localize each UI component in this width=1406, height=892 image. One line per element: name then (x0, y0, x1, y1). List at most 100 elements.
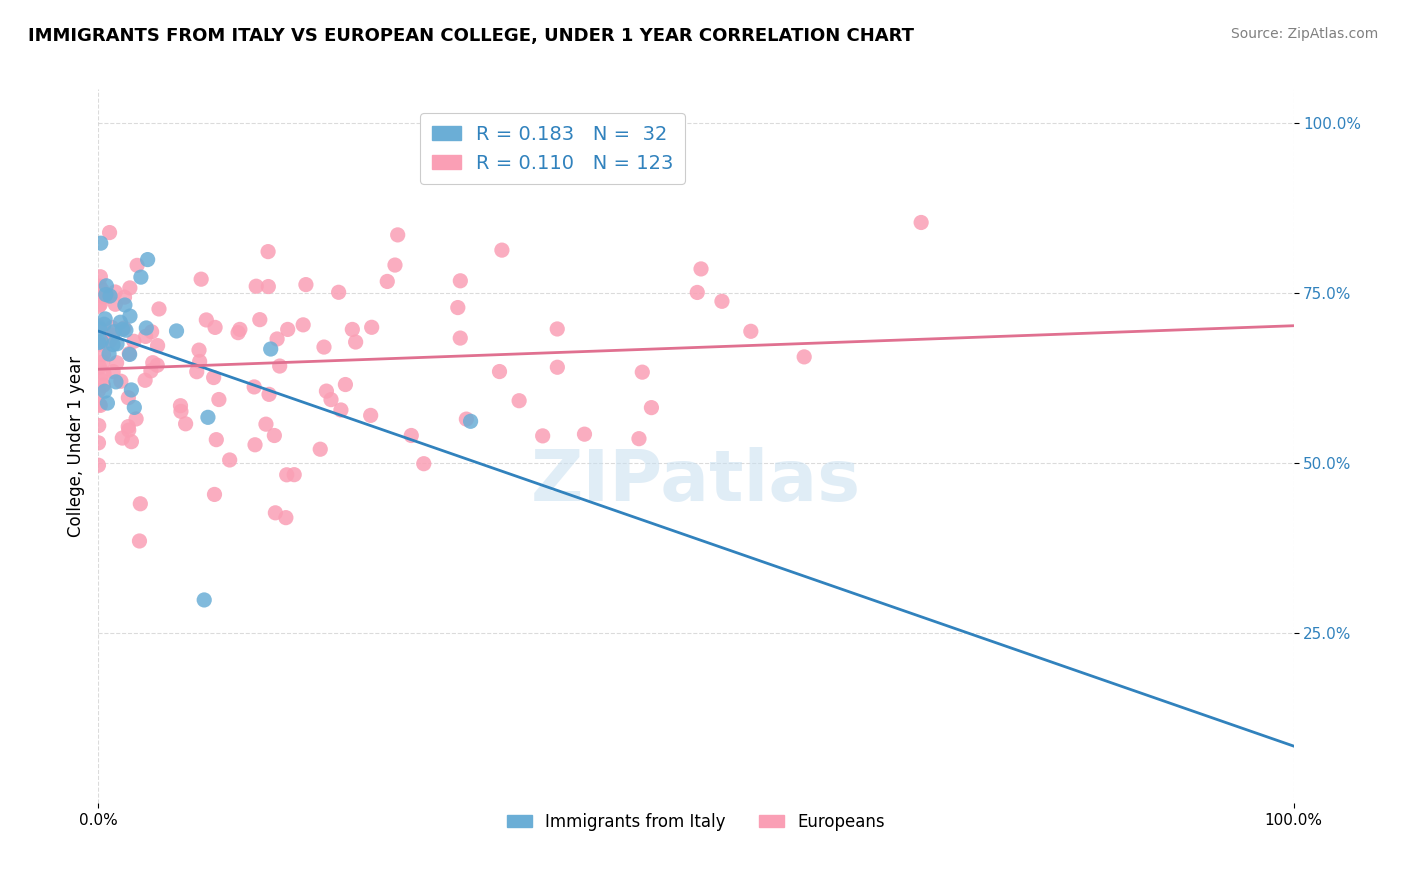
Europeans (387, 227, 409, 242)
Immigrants from Italy (124, 401, 146, 415)
Immigrants from Italy (98, 289, 121, 303)
Europeans (449, 274, 471, 288)
Text: ZIPatlas: ZIPatlas (531, 447, 860, 516)
Europeans (98, 226, 121, 240)
Europeans (205, 433, 228, 447)
Europeans (491, 243, 513, 257)
Immigrants from Italy (93, 384, 115, 399)
Europeans (266, 332, 288, 346)
Europeans (257, 244, 280, 259)
Europeans (218, 453, 240, 467)
Europeans (574, 427, 596, 442)
Europeans (686, 285, 709, 300)
Europeans (87, 384, 110, 398)
Immigrants from Italy (96, 278, 118, 293)
Europeans (690, 261, 713, 276)
Immigrants from Italy (104, 375, 127, 389)
Europeans (508, 393, 530, 408)
Immigrants from Italy (129, 270, 152, 285)
Europeans (135, 329, 157, 343)
Immigrants from Italy (460, 414, 482, 428)
Immigrants from Italy (197, 410, 219, 425)
Immigrants from Italy (118, 309, 141, 323)
Europeans (202, 370, 225, 384)
Europeans (97, 289, 120, 303)
Europeans (93, 367, 115, 381)
Europeans (93, 290, 115, 304)
Europeans (146, 358, 169, 372)
Europeans (243, 380, 266, 394)
Europeans (122, 334, 145, 349)
Text: IMMIGRANTS FROM ITALY VS EUROPEAN COLLEGE, UNDER 1 YEAR CORRELATION CHART: IMMIGRANTS FROM ITALY VS EUROPEAN COLLEG… (28, 27, 914, 45)
Europeans (101, 365, 124, 379)
Europeans (91, 283, 114, 297)
Europeans (276, 467, 298, 482)
Europeans (292, 318, 315, 332)
Europeans (257, 279, 280, 293)
Europeans (127, 258, 149, 272)
Europeans (249, 312, 271, 326)
Europeans (87, 397, 110, 411)
Immigrants from Italy (87, 335, 110, 350)
Europeans (90, 373, 112, 387)
Europeans (204, 487, 226, 501)
Europeans (204, 320, 226, 334)
Europeans (640, 401, 662, 415)
Europeans (104, 297, 127, 311)
Europeans (101, 320, 124, 334)
Europeans (319, 392, 342, 407)
Europeans (710, 294, 733, 309)
Europeans (229, 322, 252, 336)
Europeans (174, 417, 197, 431)
Europeans (148, 301, 170, 316)
Legend: Immigrants from Italy, Europeans: Immigrants from Italy, Europeans (501, 806, 891, 838)
Europeans (114, 290, 136, 304)
Immigrants from Italy (111, 322, 134, 336)
Europeans (100, 327, 122, 342)
Europeans (89, 269, 111, 284)
Europeans (344, 334, 367, 349)
Europeans (89, 360, 111, 375)
Europeans (269, 359, 291, 373)
Europeans (118, 346, 141, 360)
Immigrants from Italy (90, 236, 112, 251)
Europeans (129, 497, 152, 511)
Europeans (277, 322, 299, 336)
Europeans (449, 331, 471, 345)
Europeans (87, 418, 110, 433)
Europeans (87, 299, 110, 313)
Y-axis label: College, Under 1 year: College, Under 1 year (66, 355, 84, 537)
Immigrants from Italy (115, 323, 138, 337)
Europeans (195, 313, 218, 327)
Immigrants from Italy (120, 383, 142, 397)
Europeans (264, 506, 287, 520)
Europeans (118, 423, 141, 437)
Europeans (208, 392, 231, 407)
Europeans (117, 391, 139, 405)
Europeans (125, 412, 148, 426)
Europeans (546, 322, 568, 336)
Europeans (254, 417, 277, 432)
Europeans (98, 334, 121, 348)
Europeans (120, 434, 142, 449)
Europeans (329, 403, 352, 417)
Immigrants from Italy (98, 347, 121, 361)
Europeans (117, 419, 139, 434)
Immigrants from Italy (110, 315, 132, 329)
Europeans (910, 215, 932, 229)
Immigrants from Italy (90, 334, 112, 349)
Europeans (87, 435, 110, 450)
Europeans (134, 373, 156, 387)
Europeans (328, 285, 350, 300)
Immigrants from Italy (94, 311, 117, 326)
Immigrants from Italy (103, 325, 125, 339)
Immigrants from Italy (118, 347, 141, 361)
Europeans (128, 533, 150, 548)
Europeans (87, 337, 110, 351)
Immigrants from Italy (136, 252, 159, 267)
Europeans (793, 350, 815, 364)
Europeans (315, 384, 337, 398)
Europeans (360, 409, 382, 423)
Immigrants from Italy (93, 317, 115, 331)
Europeans (104, 285, 127, 299)
